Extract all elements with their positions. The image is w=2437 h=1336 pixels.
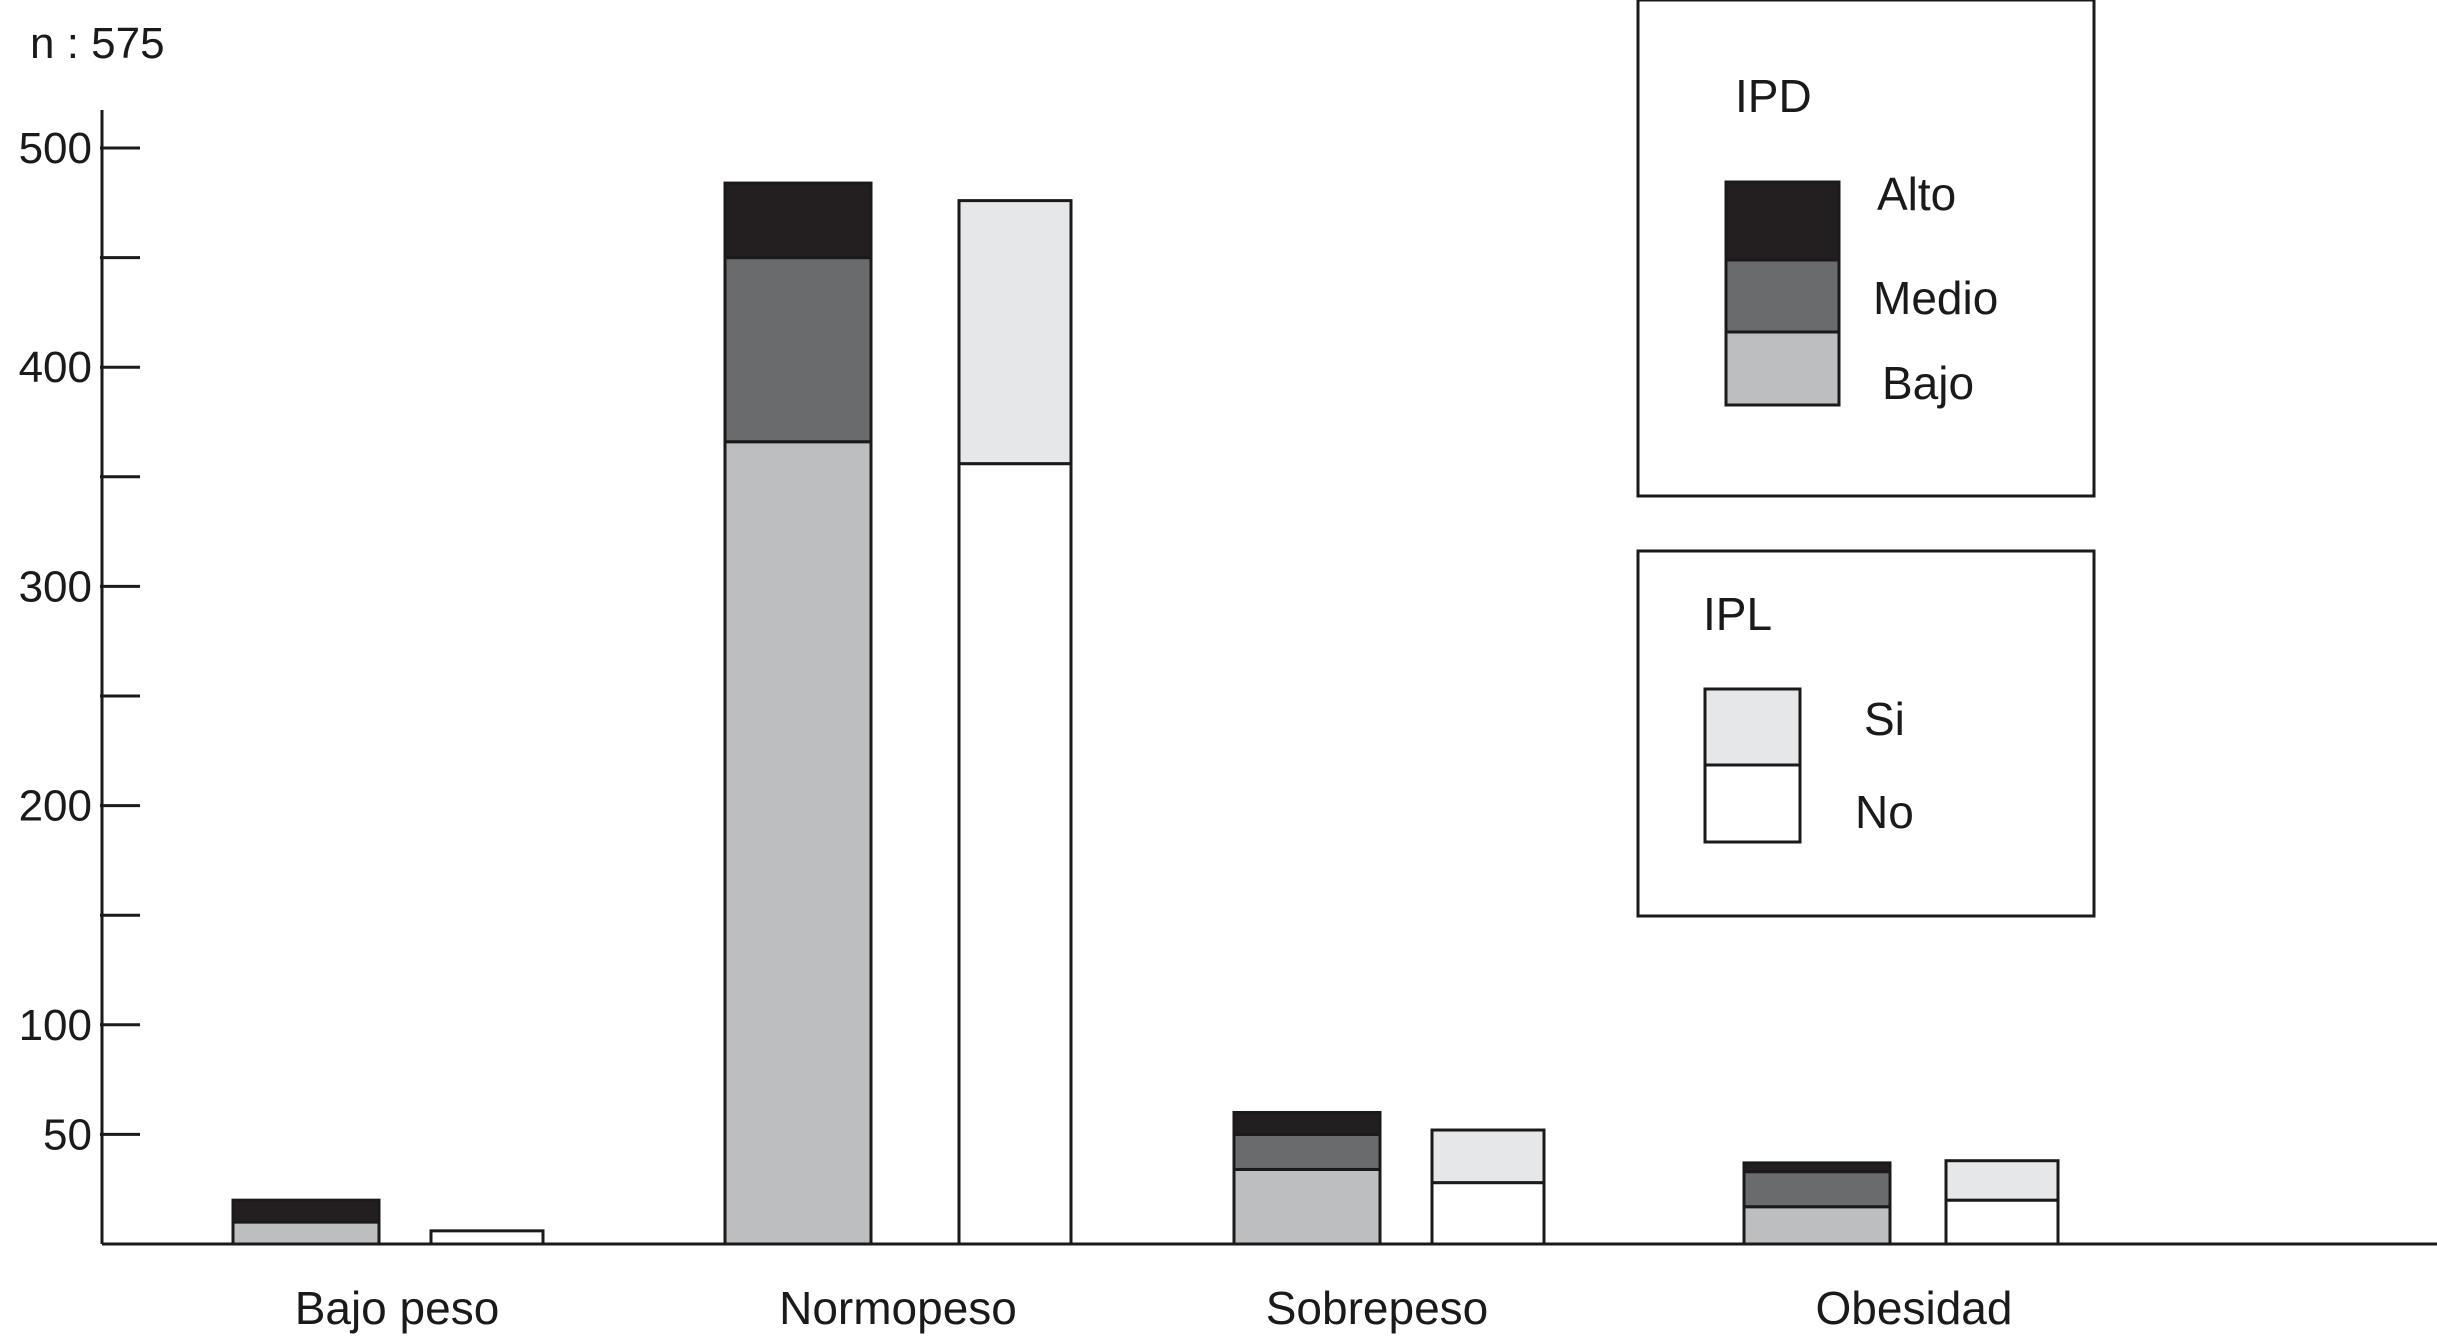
bar-ipd-bajo-3 — [1742, 1205, 1892, 1246]
y-tick-label-500: 500 — [19, 124, 92, 173]
bar-ipd-medio-3 — [1742, 1170, 1892, 1209]
legend-swatch-bajo — [1724, 330, 1841, 407]
y-tick-label-400: 400 — [19, 343, 92, 392]
bar-ipl-si-1 — [957, 199, 1073, 466]
legend-label-alto: Alto — [1877, 168, 1956, 220]
category-label-3: Obesidad — [1816, 1282, 2013, 1334]
legend-swatch-no — [1703, 763, 1802, 844]
y-tick-label-200: 200 — [19, 782, 92, 831]
bar-ipd-medio-2 — [1232, 1132, 1382, 1171]
bar-ipd-alto-0 — [231, 1198, 381, 1224]
category-label-2: Sobrepeso — [1266, 1282, 1489, 1334]
legend-ipd-title: IPD — [1735, 70, 1812, 122]
bar-ipd-bajo-0 — [231, 1220, 381, 1246]
legend-swatch-medio — [1724, 258, 1841, 334]
legend-ipd-box — [1636, 0, 2096, 498]
legend-ipd: IPD Alto Medio Bajo — [1636, 0, 2096, 498]
y-tick-label-300: 300 — [19, 562, 92, 611]
bar-ipd-alto-2 — [1232, 1110, 1382, 1136]
bar-ipd-bajo-1 — [723, 440, 873, 1246]
bar-ipd-alto-1 — [723, 181, 873, 260]
legend-label-medio: Medio — [1873, 272, 1998, 324]
bars — [231, 181, 2060, 1246]
y-tick-label-50: 50 — [43, 1110, 92, 1159]
bar-ipl-no-0 — [429, 1229, 545, 1246]
category-label-0: Bajo peso — [295, 1282, 500, 1334]
bar-ipl-si-3 — [1944, 1159, 2060, 1202]
legend-ipl: IPL Si No — [1636, 549, 2096, 918]
y-ticks: 50 100 200 300 400 500 — [19, 124, 140, 1159]
y-tick-label-100: 100 — [19, 1001, 92, 1050]
legend-label-si: Si — [1864, 693, 1905, 745]
bar-ipd-bajo-2 — [1232, 1167, 1382, 1246]
sample-size-label: n : 575 — [30, 19, 165, 68]
legend-label-no: No — [1855, 786, 1914, 838]
bar-ipl-no-2 — [1430, 1181, 1546, 1246]
bar-ipd-medio-1 — [723, 256, 873, 444]
bar-ipd-alto-3 — [1742, 1161, 1892, 1174]
legend-swatch-alto — [1724, 180, 1841, 262]
bar-ipl-si-2 — [1430, 1128, 1546, 1185]
category-labels: Bajo peso Normopeso Sobrepeso Obesidad — [295, 1282, 2013, 1334]
legend-label-bajo: Bajo — [1882, 357, 1974, 409]
bar-ipl-no-3 — [1944, 1198, 2060, 1246]
legend-swatch-si — [1703, 687, 1802, 767]
category-label-1: Normopeso — [779, 1282, 1017, 1334]
legend-ipl-title: IPL — [1703, 588, 1772, 640]
bar-ipl-no-1 — [957, 462, 1073, 1246]
